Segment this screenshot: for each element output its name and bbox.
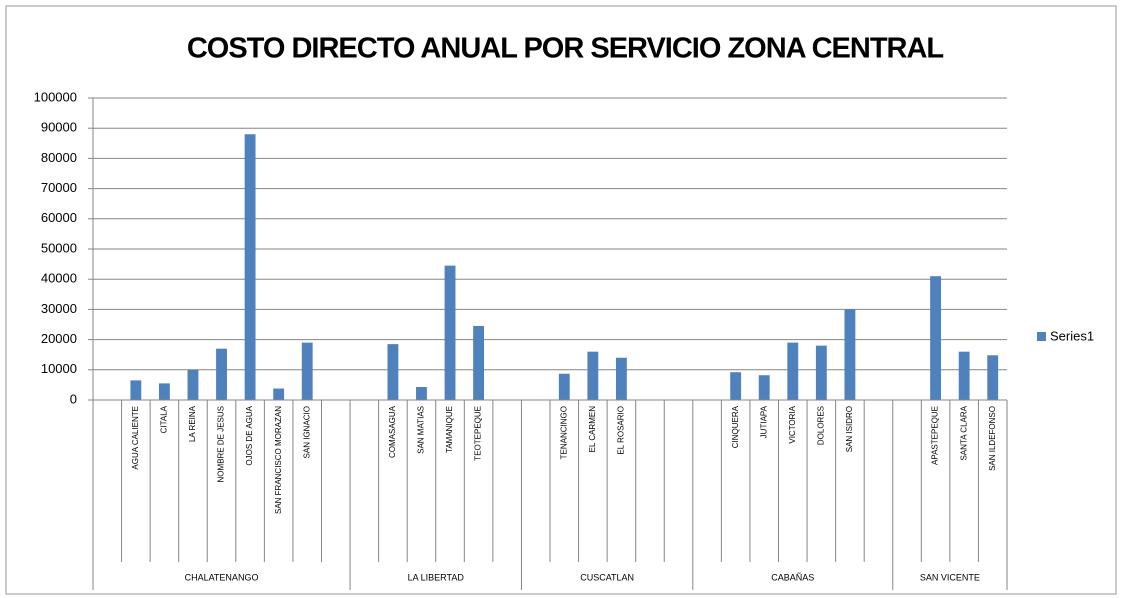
- y-tick-label: 100000: [34, 89, 77, 104]
- x-tick-label: VICTORIA: [788, 405, 797, 443]
- group-label: CABAÑAS: [771, 572, 814, 582]
- x-tick-label: SAN MATIAS: [417, 406, 426, 454]
- y-tick-label: 90000: [41, 120, 77, 135]
- bar: [815, 345, 827, 400]
- bar: [844, 309, 856, 400]
- bar: [444, 265, 456, 400]
- x-tick-label: EL CARMEN: [588, 406, 597, 453]
- bar: [987, 355, 999, 400]
- x-tick-label: SAN ILDEFONSO: [988, 406, 997, 471]
- bar: [416, 387, 427, 400]
- x-tick-label: AGUA CALIENTE: [131, 406, 140, 470]
- x-tick-label: SAN FRANCISCO MORAZAN: [274, 406, 283, 514]
- bar: [758, 375, 770, 400]
- x-tick-label: SAN IGNACIO: [302, 406, 311, 458]
- x-tick-label: DOLORES: [816, 406, 825, 445]
- y-tick-label: 50000: [41, 240, 77, 255]
- bar: [787, 342, 799, 400]
- bar: [244, 134, 256, 401]
- x-tick-label: TENANCINGO: [559, 406, 568, 459]
- bar: [273, 388, 285, 400]
- bar: [615, 357, 627, 400]
- x-tick-label: LA REINA: [188, 405, 197, 442]
- x-tick-label: EL ROSARIO: [617, 406, 626, 455]
- group-label: CHALATENANGO: [185, 572, 259, 582]
- y-tick-label: 0: [70, 391, 77, 406]
- legend-label: Series1: [1050, 328, 1094, 343]
- x-tick-label: JUTIAPA: [759, 405, 768, 438]
- chart-title: COSTO DIRECTO ANUAL POR SERVICIO ZONA CE…: [187, 33, 944, 65]
- y-tick-label: 20000: [41, 331, 77, 346]
- x-tick-label: SAN ISIDRO: [845, 406, 854, 452]
- bar: [130, 380, 142, 400]
- group-label: CUSCATLAN: [580, 572, 634, 582]
- x-tick-label: APASTEPEQUE: [931, 406, 940, 465]
- group-label: LA LIBERTAD: [408, 572, 465, 582]
- bar: [473, 326, 485, 400]
- bar: [301, 342, 313, 400]
- x-tick-label: COMASAGUA: [388, 405, 397, 458]
- bar: [158, 383, 170, 400]
- y-tick-label: 80000: [41, 150, 77, 165]
- bar: [187, 369, 199, 400]
- legend-swatch: [1037, 332, 1046, 341]
- bar: [558, 373, 570, 400]
- y-tick-label: 10000: [41, 361, 77, 376]
- x-tick-label: CITALA: [160, 405, 169, 433]
- bar: [387, 344, 399, 400]
- x-tick-label: OJOS DE AGUA: [245, 405, 254, 465]
- y-tick-label: 70000: [41, 180, 77, 195]
- x-tick-label: CINQUERA: [731, 405, 740, 448]
- x-tick-label: SANTA CLARA: [959, 405, 968, 460]
- x-tick-label: NOMBRE DE JESUS: [217, 406, 226, 482]
- x-tick-label: TAMANIQUE: [445, 406, 454, 453]
- bar: [216, 348, 227, 400]
- y-tick-label: 60000: [41, 210, 77, 225]
- y-tick-label: 40000: [41, 271, 77, 286]
- bar: [930, 276, 942, 400]
- bar: [958, 351, 970, 400]
- bar: [587, 351, 599, 400]
- bar: [730, 372, 742, 400]
- y-tick-label: 30000: [41, 301, 77, 316]
- group-label: SAN VICENTE: [920, 572, 980, 582]
- x-tick-label: TEOTEPEQUE: [474, 406, 483, 461]
